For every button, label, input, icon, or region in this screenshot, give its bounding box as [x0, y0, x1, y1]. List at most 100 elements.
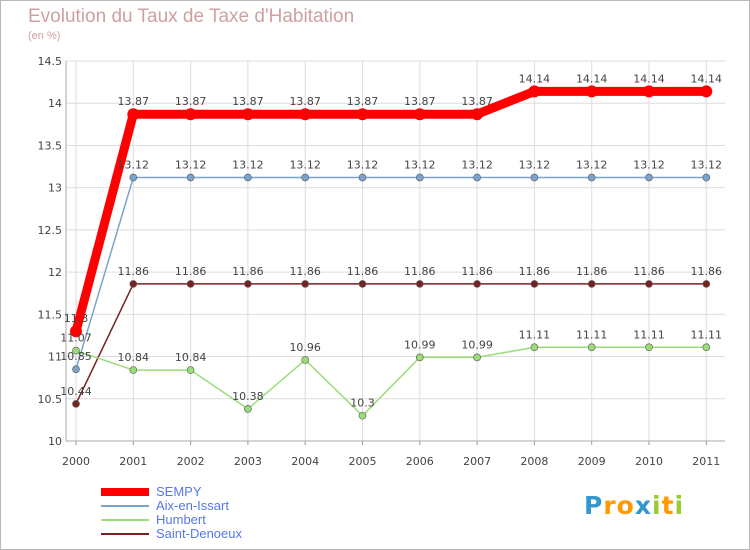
data-point — [471, 108, 484, 121]
data-point — [70, 325, 82, 338]
data-point — [241, 108, 254, 121]
legend-swatch — [101, 488, 149, 496]
data-label: 13.87 — [461, 95, 493, 108]
data-point — [700, 85, 713, 98]
data-label: 11.86 — [461, 265, 493, 278]
data-label: 14.14 — [576, 72, 608, 85]
data-label: 11.11 — [691, 328, 723, 341]
series-line-aix-en-issart — [75, 176, 708, 370]
x-tick-label: 2007 — [463, 455, 491, 468]
data-label: 13.87 — [232, 95, 264, 108]
legend-item: SEMPY — [101, 485, 242, 499]
x-tick-label: 2002 — [177, 455, 205, 468]
data-point — [72, 346, 80, 355]
legend-label: Humbert — [156, 512, 206, 527]
logo-letter: P — [584, 491, 604, 520]
data-point — [530, 173, 539, 182]
data-label: 13.12 — [576, 159, 608, 172]
logo-letter: x — [634, 491, 652, 520]
y-tick-label: 12.5 — [38, 224, 63, 237]
data-label: 10.84 — [175, 351, 207, 364]
data-label: 10.99 — [461, 338, 493, 351]
y-tick-label: 14.5 — [38, 55, 63, 68]
data-point — [186, 173, 195, 182]
x-tick-label: 2011 — [692, 455, 720, 468]
data-point — [72, 365, 80, 374]
y-tick-label: 12 — [48, 266, 62, 279]
data-label: 13.12 — [633, 159, 665, 172]
x-tick-label: 2004 — [291, 455, 319, 468]
data-point — [645, 173, 653, 182]
logo-letter: t — [661, 491, 675, 520]
data-point — [645, 280, 653, 288]
series-line-saint-denoeux — [75, 283, 708, 405]
data-label: 10.38 — [232, 390, 264, 403]
data-point — [186, 280, 195, 288]
data-label: 14.14 — [519, 72, 551, 85]
data-label: 10.84 — [118, 351, 150, 364]
data-label: 13.12 — [232, 159, 264, 172]
legend-swatch — [101, 533, 149, 535]
legend-item: Saint-Denoeux — [101, 527, 242, 541]
data-point — [587, 280, 596, 288]
data-label: 13.12 — [118, 159, 150, 172]
data-label: 11.11 — [576, 328, 608, 341]
data-point — [473, 280, 481, 288]
data-point — [301, 173, 310, 182]
data-point — [415, 173, 424, 182]
data-point — [358, 411, 367, 420]
data-label: 13.12 — [691, 159, 723, 172]
data-label: 13.87 — [289, 95, 321, 108]
data-label: 11.07 — [60, 332, 92, 345]
data-point — [356, 108, 369, 121]
data-point — [129, 173, 138, 182]
data-point — [184, 108, 197, 121]
data-point — [528, 85, 541, 98]
data-point — [299, 108, 312, 121]
line-chart: 10 10.5 11 11.5 12 12.5 13 13.5 14 14.5 2000 2001 20… — [38, 55, 725, 468]
data-point — [72, 399, 80, 408]
data-point — [244, 173, 252, 182]
y-tick-label: 13 — [48, 182, 62, 195]
data-label: 13.12 — [347, 159, 379, 172]
data-point — [358, 280, 367, 288]
y-tick-label: 11 — [48, 351, 62, 364]
logo-letter: i — [674, 491, 685, 520]
proxiti-logo: Proxiti — [584, 491, 684, 520]
data-label: 11.86 — [633, 265, 665, 278]
x-tick-label: 2008 — [520, 455, 548, 468]
chart-legend: SEMPY Aix-en-Issart Humbert Saint-Denoeux — [101, 485, 242, 541]
legend-item: Humbert — [101, 513, 242, 527]
data-point — [702, 280, 711, 288]
y-tick-label: 14 — [48, 97, 62, 110]
data-point — [473, 353, 481, 362]
data-label: 10.3 — [350, 397, 375, 410]
data-label: 13.12 — [404, 159, 436, 172]
data-point — [587, 343, 596, 352]
series-line-humbert — [75, 346, 708, 417]
data-point — [473, 173, 481, 182]
data-label: 10.96 — [289, 341, 321, 354]
logo-letter: o — [616, 491, 635, 520]
data-label: 13.12 — [289, 159, 321, 172]
data-point — [358, 173, 367, 182]
x-tick-label: 2000 — [62, 455, 90, 468]
data-label: 11.86 — [691, 265, 723, 278]
data-point — [129, 366, 138, 374]
data-point — [530, 343, 539, 352]
x-tick-label: 2010 — [635, 455, 663, 468]
data-label: 11.11 — [519, 328, 551, 341]
data-label: 11.86 — [118, 265, 150, 278]
data-point — [530, 280, 539, 288]
legend-label: SEMPY — [156, 484, 202, 499]
legend-swatch — [101, 519, 149, 521]
chart-title: Evolution du Taux de Taxe d'Habitation — [28, 6, 355, 27]
series-line-sempy — [71, 86, 711, 336]
data-label: 13.12 — [175, 159, 207, 172]
data-point — [129, 280, 138, 288]
data-label: 13.87 — [347, 95, 379, 108]
data-label: 14.14 — [691, 72, 723, 85]
data-label: 10.85 — [60, 350, 92, 363]
data-point — [702, 173, 711, 182]
